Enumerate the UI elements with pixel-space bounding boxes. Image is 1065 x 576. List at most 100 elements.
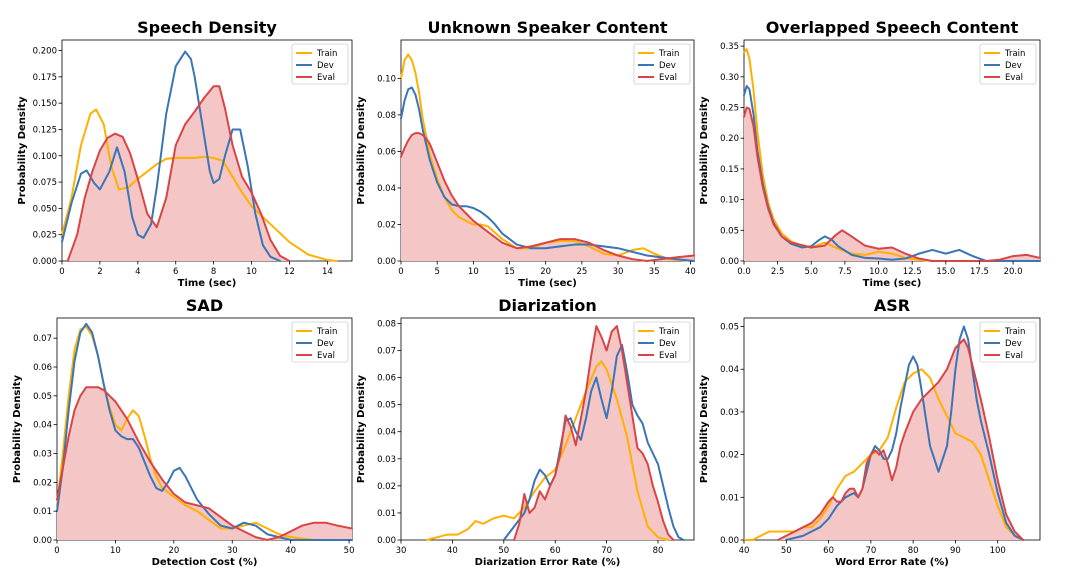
- y-tick-label: 0.06: [33, 363, 52, 373]
- x-tick-label: 30: [613, 267, 624, 277]
- x-tick-label: 50: [344, 546, 355, 556]
- y-tick-label: 0.000: [33, 257, 57, 267]
- legend: Train Dev Eval: [633, 43, 691, 85]
- y-tick-label: 0.01: [377, 509, 396, 519]
- y-tick-label: 0.08: [377, 111, 396, 121]
- y-tick-label: 0.01: [720, 493, 739, 503]
- x-tick-label: 6: [173, 267, 178, 277]
- x-tick-label: 30: [227, 546, 238, 556]
- series-line-dev: [743, 85, 1041, 262]
- eval-area: [57, 387, 352, 540]
- series-line-eval: [513, 325, 675, 541]
- x-tick-label: 60: [823, 546, 834, 556]
- x-axis-label: Time (sec): [863, 278, 922, 289]
- series-line-train: [56, 325, 353, 541]
- legend-label-train: Train: [1004, 327, 1025, 337]
- chart-panel-1: Speech Density 0 2 4 6 8 10 12 14 0.000 0.025 0.050…: [17, 18, 353, 289]
- chart-panel-2: Unknown Speaker Content 0 5 10 15 20 25 30 35 40 0…: [356, 18, 696, 289]
- x-tick-label: 12.5: [903, 267, 922, 277]
- y-tick-label: 0.20: [720, 134, 739, 144]
- y-tick-label: 0.05: [720, 226, 739, 236]
- chart-panel-4: SAD 0 10 20 30 40 50 0.00 0.01 0.02 0.03 0.04 0.05 0.…: [12, 296, 354, 568]
- x-tick-label: 17.5: [970, 267, 989, 277]
- y-tick-label: 0.25: [720, 104, 739, 114]
- y-tick-label: 0.07: [33, 334, 52, 344]
- series-line-eval: [400, 132, 695, 262]
- y-tick-label: 0.07: [377, 346, 396, 356]
- y-tick-label: 0.00: [377, 536, 396, 546]
- x-tick-label: 25: [576, 267, 587, 277]
- y-axis-label: Probability Density: [699, 96, 710, 205]
- y-tick-label: 0.100: [33, 152, 57, 162]
- legend-label-train: Train: [658, 49, 679, 59]
- eval-area: [401, 133, 694, 261]
- x-tick-label: 7.5: [838, 267, 852, 277]
- series-line-train: [400, 53, 695, 262]
- y-tick-label: 0.04: [33, 421, 52, 431]
- x-tick-label: 50: [498, 546, 509, 556]
- y-axis-label: Probability Density: [699, 374, 710, 483]
- y-axis-label: Probability Density: [356, 374, 367, 483]
- y-tick-label: 0.04: [720, 365, 739, 375]
- y-tick-label: 0.00: [33, 536, 52, 546]
- x-tick-label: 70: [601, 546, 612, 556]
- y-tick-label: 0.025: [33, 231, 57, 241]
- x-tick-label: 40: [685, 267, 696, 277]
- chart-title: Unknown Speaker Content: [428, 18, 668, 37]
- y-tick-label: 0.04: [377, 428, 396, 438]
- legend-label-eval: Eval: [659, 73, 677, 83]
- legend-label-eval: Eval: [317, 351, 335, 361]
- y-tick-label: 0.175: [33, 73, 57, 83]
- y-tick-label: 0.10: [720, 196, 739, 206]
- x-tick-label: 2.5: [771, 267, 785, 277]
- chart-panel-6: ASR 40 50 60 70 80 90 100 0.00 0.01 0.02 0.03 0.04 0.…: [699, 296, 1041, 568]
- x-tick-label: 10: [468, 267, 479, 277]
- y-tick-label: 0.02: [377, 482, 396, 492]
- chart-title: Speech Density: [137, 18, 277, 37]
- chart-panel-5: Diarization 30 40 50 60 70 80 0.00 0.01 0.02 0.03 0…: [356, 296, 695, 568]
- x-tick-label: 10: [110, 546, 121, 556]
- x-tick-label: 2: [97, 267, 102, 277]
- x-tick-label: 90: [950, 546, 961, 556]
- y-tick-label: 0.06: [377, 147, 396, 157]
- y-axis-label: Probability Density: [12, 374, 23, 483]
- y-tick-label: 0.02: [720, 451, 739, 461]
- series-line-dev: [400, 86, 695, 262]
- eval-area: [777, 339, 1024, 540]
- x-tick-label: 80: [653, 546, 664, 556]
- x-tick-label: 70: [865, 546, 876, 556]
- series-line-dev: [785, 325, 1025, 541]
- series-line-train: [61, 108, 338, 262]
- legend-label-dev: Dev: [1005, 61, 1022, 71]
- legend-label-dev: Dev: [317, 339, 334, 349]
- y-tick-label: 0.01: [33, 507, 52, 517]
- x-tick-label: 5: [434, 267, 439, 277]
- y-tick-label: 0.125: [33, 125, 57, 135]
- legend: Train Dev Eval: [979, 43, 1037, 85]
- y-tick-label: 0.150: [33, 99, 57, 109]
- y-tick-label: 0.200: [33, 47, 57, 57]
- x-tick-label: 20: [168, 546, 179, 556]
- series-line-dev: [61, 50, 281, 262]
- x-tick-label: 20: [540, 267, 551, 277]
- y-tick-label: 0.02: [377, 220, 396, 230]
- x-tick-label: 20.0: [1004, 267, 1023, 277]
- x-tick-label: 60: [550, 546, 561, 556]
- legend: Train Dev Eval: [633, 321, 691, 363]
- legend-label-train: Train: [1004, 49, 1025, 59]
- legend-label-train: Train: [316, 327, 337, 337]
- chart-panel-3: Overlapped Speech Content 0.0 2.5 5.0 7.5 10.…: [699, 18, 1041, 289]
- x-tick-label: 35: [649, 267, 660, 277]
- x-axis-label: Diarization Error Rate (%): [475, 557, 621, 568]
- y-tick-label: 0.02: [33, 478, 52, 488]
- y-tick-label: 0.05: [377, 401, 396, 411]
- x-tick-label: 10.0: [869, 267, 888, 277]
- y-tick-label: 0.35: [720, 42, 739, 52]
- x-tick-label: 10: [246, 267, 257, 277]
- legend-label-dev: Dev: [659, 339, 676, 349]
- eval-area: [67, 86, 290, 261]
- x-tick-label: 15: [504, 267, 515, 277]
- x-tick-label: 0: [398, 267, 403, 277]
- legend-label-train: Train: [316, 49, 337, 59]
- y-tick-label: 0.05: [33, 392, 52, 402]
